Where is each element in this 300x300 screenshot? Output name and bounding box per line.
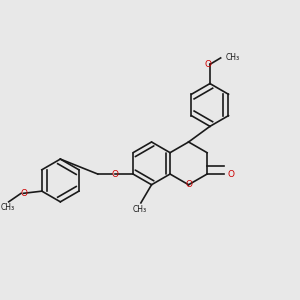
Text: CH₃: CH₃ xyxy=(226,53,240,62)
Text: O: O xyxy=(228,169,235,178)
Text: O: O xyxy=(185,180,192,189)
Text: O: O xyxy=(20,189,27,198)
Text: CH₃: CH₃ xyxy=(0,203,14,212)
Text: CH₃: CH₃ xyxy=(132,205,146,214)
Text: O: O xyxy=(205,60,212,69)
Text: O: O xyxy=(111,169,118,178)
